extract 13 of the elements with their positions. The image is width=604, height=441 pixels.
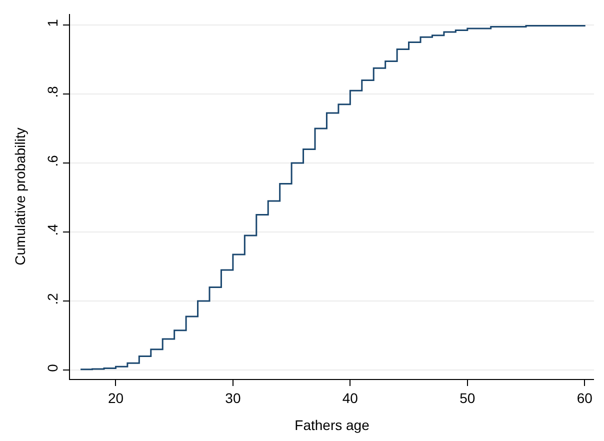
x-tick-label: 20 [108, 390, 124, 406]
y-axis-title: Cumulative probability [12, 128, 28, 266]
x-tick-label: 50 [460, 390, 476, 406]
x-tick-label: 40 [342, 390, 358, 406]
y-tick-label: 0 [44, 364, 60, 372]
y-tick-label: .6 [44, 154, 60, 167]
y-tick-label: .8 [44, 86, 60, 98]
x-axis-title: Fathers age [294, 417, 370, 434]
x-tick-label: 30 [225, 390, 241, 406]
y-tick-label: .4 [44, 224, 60, 236]
y-tick-label: .2 [44, 292, 60, 305]
y-tick-label: 1 [44, 18, 60, 27]
x-tick-label: 60 [576, 390, 593, 406]
